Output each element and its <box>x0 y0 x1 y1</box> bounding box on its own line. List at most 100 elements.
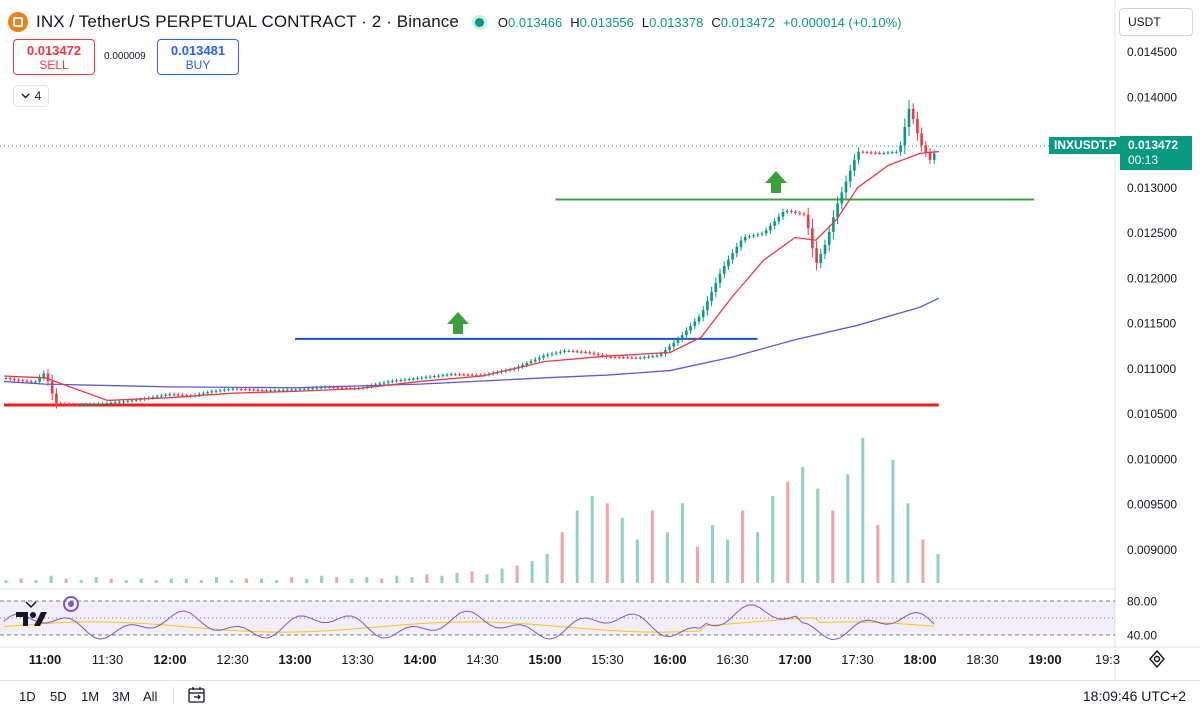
candle-body <box>659 353 663 356</box>
last-price-value: 0.013472 <box>1128 138 1179 152</box>
candle-body <box>739 240 743 247</box>
time-axis-label: 15:00 <box>528 652 561 667</box>
settings-icon[interactable] <box>1148 650 1166 668</box>
replay-icon[interactable] <box>61 594 81 614</box>
candle-body <box>42 373 46 378</box>
buy-button[interactable]: 0.013481 BUY <box>157 39 239 75</box>
volume-bar <box>726 539 730 583</box>
volume-bar <box>650 510 654 583</box>
volume-bar <box>590 496 594 583</box>
range-5d-button[interactable]: 5D <box>50 689 67 704</box>
candle-body <box>105 403 109 405</box>
range-all-button[interactable]: All <box>143 689 158 704</box>
symbol-title[interactable]: INX / TetherUS PERPETUAL CONTRACT · 2 · … <box>36 12 459 31</box>
candle-body <box>701 310 705 317</box>
candle-body <box>239 388 243 390</box>
candle-body <box>664 350 667 354</box>
time-axis-label: 12:30 <box>216 652 249 667</box>
rsi-band <box>0 601 1115 635</box>
candle-body <box>827 231 831 245</box>
rsi-line <box>3 604 935 641</box>
candle-body <box>769 225 772 231</box>
volume-bar <box>199 580 203 583</box>
price-axis-label: 0.009000 <box>1127 543 1177 557</box>
price-axis-label: 0.010500 <box>1127 407 1177 421</box>
candle-body <box>521 364 524 367</box>
candle-body <box>428 376 432 378</box>
chart-canvas[interactable]: 0.0145000.0140000.0135000.0130000.012500… <box>0 0 1200 680</box>
candle-body <box>260 390 264 392</box>
currency-select[interactable]: USDT <box>1119 8 1193 36</box>
time-axis-label: 15:30 <box>591 652 624 667</box>
candle-body <box>17 379 20 381</box>
utc-clock[interactable]: 18:09:46 UTC+2 <box>1082 688 1186 704</box>
candle-body <box>916 118 919 134</box>
candle-body <box>819 253 823 264</box>
time-axis-label: 19:3 <box>1095 652 1120 667</box>
candle-body <box>882 152 886 154</box>
candle-body <box>155 396 159 398</box>
candle-body <box>223 389 226 391</box>
candle-body <box>206 392 209 394</box>
candle-body <box>328 386 331 388</box>
time-axis-label: 18:00 <box>903 652 936 667</box>
candle-body <box>550 353 554 355</box>
volume-bar <box>605 503 609 583</box>
price-axis-label: 0.011000 <box>1127 362 1176 376</box>
market-open-icon <box>474 17 484 27</box>
candle-body <box>265 390 268 392</box>
candle-body <box>399 380 403 382</box>
candle-body <box>760 233 764 235</box>
chevron-down-icon <box>21 93 30 99</box>
ema-slow-line <box>3 297 940 389</box>
volume-bar <box>891 459 895 583</box>
candle-body <box>802 213 806 215</box>
calendar-goto-icon[interactable] <box>186 685 208 705</box>
candle-body <box>622 357 625 359</box>
toolbar-divider <box>173 687 174 705</box>
candle-body <box>920 133 923 146</box>
volume-bar <box>49 575 53 583</box>
volume-bar <box>530 561 534 583</box>
volume-bar <box>335 577 339 583</box>
bottom-toolbar: 1D 5D 1M 3M All 18:09:46 UTC+2 <box>0 680 1200 710</box>
volume-bar <box>906 503 910 583</box>
candle-body <box>798 212 802 214</box>
sell-button[interactable]: 0.013472 SELL <box>13 39 95 75</box>
range-3m-button[interactable]: 3M <box>112 689 131 704</box>
candle-body <box>609 356 613 358</box>
candle-body <box>857 151 860 160</box>
candle-body <box>630 357 634 359</box>
candle-body <box>647 356 650 358</box>
candle-body <box>693 321 697 327</box>
range-1d-button[interactable]: 1D <box>19 689 36 704</box>
volume-bar <box>4 580 8 583</box>
candle-body <box>932 153 936 160</box>
range-1m-button[interactable]: 1M <box>81 689 100 704</box>
volume-bar <box>380 578 384 583</box>
candle-body <box>386 381 390 383</box>
volume-bar <box>365 577 369 583</box>
chevron-down-icon[interactable] <box>17 596 45 614</box>
candle-body <box>344 387 348 389</box>
candle-body <box>25 380 29 382</box>
candle-body <box>777 216 781 222</box>
indicators-collapse-button[interactable]: 4 <box>13 85 49 107</box>
candle-body <box>928 152 932 160</box>
candle-body <box>307 388 310 390</box>
candle-body <box>63 403 67 405</box>
candle-body <box>315 387 319 389</box>
candle-body <box>735 246 739 254</box>
ohlc-high: H0.013556 <box>570 14 634 30</box>
ohlc-open: O0.013466 <box>497 14 563 30</box>
price-change: +0.000014 (+0.10%) <box>782 14 902 30</box>
volume-bar <box>560 532 564 583</box>
price-axis-label: 0.013000 <box>1127 181 1177 195</box>
candle-body <box>710 291 713 302</box>
candle-body <box>55 393 58 404</box>
candle-body <box>197 394 201 396</box>
candle-body <box>176 394 180 396</box>
candle-body <box>836 203 839 218</box>
volume-bar <box>34 580 38 583</box>
candle-body <box>718 273 722 283</box>
